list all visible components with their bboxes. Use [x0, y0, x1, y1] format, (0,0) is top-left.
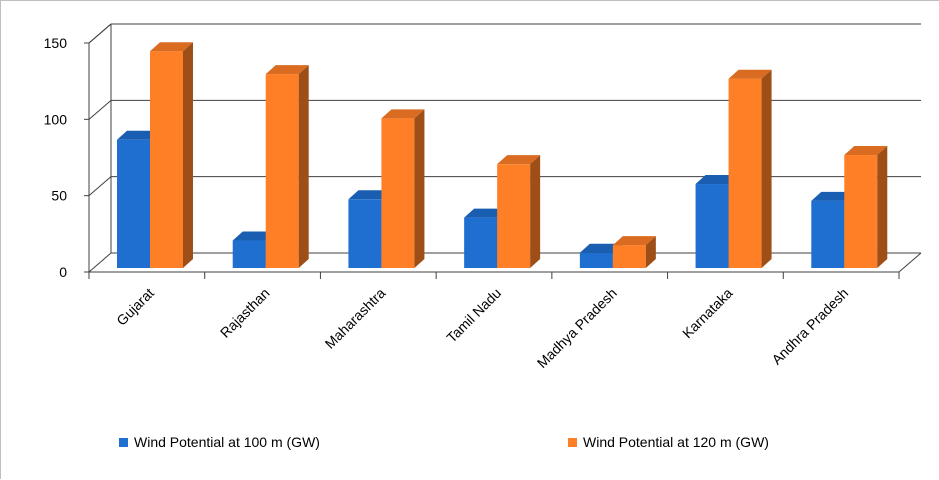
bar-100m-top	[464, 208, 508, 218]
x-tick-label: Maharashtra	[322, 285, 389, 352]
bar-100m-front	[579, 252, 613, 268]
y-tick-label: 150	[44, 35, 68, 51]
legend-label-100m: Wind Potential at 100 m (GW)	[134, 434, 320, 450]
bar-120m-side	[298, 65, 309, 268]
bar-120m-top	[265, 65, 309, 75]
x-tick-label: Karnataka	[679, 285, 736, 342]
bar-120m-top	[150, 42, 193, 52]
bar-120m-top	[612, 236, 656, 246]
x-tick-label: Tamil Nadu	[443, 285, 504, 346]
bar-120m-front	[612, 245, 646, 268]
bar-120m-front	[844, 155, 878, 268]
floor-left-edge	[88, 252, 112, 273]
y-tick-label: 100	[44, 111, 68, 127]
gridline-side	[88, 176, 112, 197]
bar-100m-top	[811, 191, 855, 201]
bar-120m-top	[381, 109, 425, 119]
bar-120m-front	[150, 51, 183, 268]
x-tick-label: Rajasthan	[217, 285, 273, 341]
bar-120m-front	[497, 164, 531, 268]
bar-120m-side	[183, 42, 193, 268]
bar-120m-side	[645, 236, 656, 268]
legend-item-100m: Wind Potential at 100 m (GW)	[119, 434, 320, 450]
bar-100m-top	[232, 231, 276, 241]
y-tick-label: 50	[51, 188, 67, 204]
legend-swatch-120m	[568, 437, 577, 447]
bar-100m-top	[695, 175, 739, 185]
legend-swatch-100m	[119, 437, 128, 447]
bar-120m-front	[381, 118, 415, 269]
bar-100m-top	[117, 130, 160, 140]
x-tick-label: Gujarat	[113, 285, 157, 329]
bar-120m-side	[761, 69, 772, 269]
bar-120m-front	[728, 78, 762, 269]
gridline-side	[88, 23, 112, 44]
legend-item-120m: Wind Potential at 120 m (GW)	[568, 434, 769, 450]
bar-120m-side	[530, 155, 541, 268]
bar-100m-front	[464, 217, 498, 268]
bar-100m-front	[695, 184, 729, 268]
x-tick-label: Andhra Pradesh	[768, 285, 851, 368]
gridline-side	[88, 99, 112, 120]
bar-100m-front	[117, 139, 150, 268]
bar-120m-top	[728, 69, 772, 79]
x-tick-label: Madhya Pradesh	[534, 285, 620, 371]
bar-100m-front	[811, 200, 845, 268]
floor-right-edge	[898, 252, 922, 273]
bar-100m-front	[232, 240, 266, 268]
y-tick-label: 0	[59, 264, 67, 280]
bar-120m-top	[497, 155, 541, 165]
bar-120m-front	[265, 74, 299, 268]
legend-label-120m: Wind Potential at 120 m (GW)	[583, 434, 769, 450]
bar-120m-top	[844, 146, 888, 156]
bar-120m-side	[877, 146, 888, 268]
bar-100m-top	[579, 243, 623, 253]
bar-120m-side	[414, 109, 425, 269]
bar-100m-front	[348, 199, 382, 268]
bar-100m-top	[348, 190, 392, 200]
